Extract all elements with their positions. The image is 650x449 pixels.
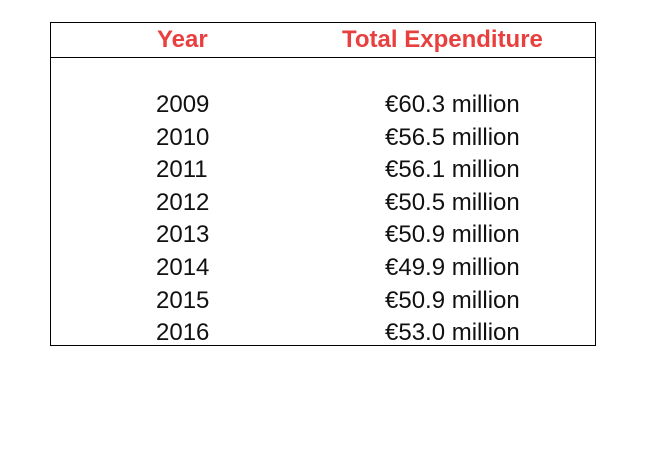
year-cell: 2010	[156, 123, 210, 151]
amount-cell: €50.9 million	[385, 286, 520, 314]
year-cell: 2016	[156, 319, 210, 347]
table-row: 2012 €50.5 million	[51, 187, 595, 220]
year-cell: 2012	[156, 188, 210, 216]
column-header-total-expenditure: Total Expenditure	[342, 26, 543, 53]
amount-cell: €53.0 million	[385, 319, 520, 347]
table-row: 2013 €50.9 million	[51, 219, 595, 252]
table-header-row: Year Total Expenditure	[51, 23, 595, 58]
table-body: 2009 €60.3 million 2010 €56.5 million 20…	[51, 89, 595, 350]
table-row: 2010 €56.5 million	[51, 122, 595, 155]
table-row: 2015 €50.9 million	[51, 285, 595, 318]
year-cell: 2009	[156, 91, 210, 118]
year-cell: 2014	[156, 253, 210, 281]
year-cell: 2011	[156, 156, 208, 184]
table-row: 2009 €60.3 million	[51, 89, 595, 122]
table-row: 2016 €53.0 million	[51, 317, 595, 350]
year-cell: 2013	[156, 221, 210, 249]
table-row: 2011 €56.1 million	[51, 154, 595, 187]
amount-cell: €50.9 million	[385, 221, 520, 249]
column-header-year: Year	[157, 26, 208, 53]
year-cell: 2015	[156, 286, 210, 314]
table-row: 2014 €49.9 million	[51, 252, 595, 285]
expenditure-table: Year Total Expenditure 2009 €60.3 millio…	[50, 22, 596, 346]
amount-cell: €56.1 million	[385, 156, 520, 184]
amount-cell: €50.5 million	[385, 188, 520, 216]
amount-cell: €60.3 million	[385, 91, 520, 118]
amount-cell: €56.5 million	[385, 123, 520, 151]
amount-cell: €49.9 million	[385, 253, 520, 281]
